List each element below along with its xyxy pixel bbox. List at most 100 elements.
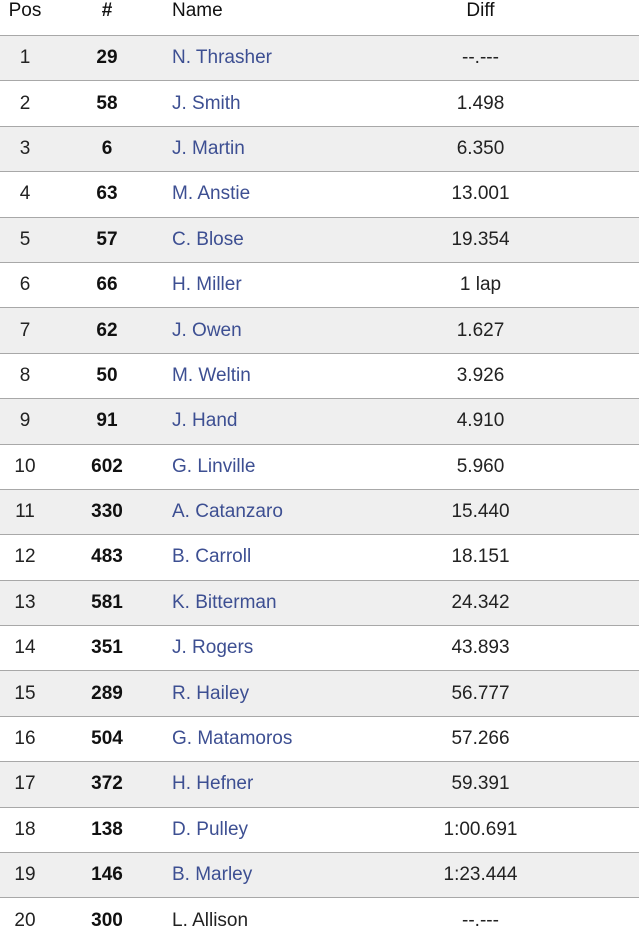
driver-link[interactable]: G. Linville [172, 455, 256, 477]
table-row: 13 581 K. Bitterman 24.342 [0, 579, 639, 626]
table-row: 7 62 J. Owen 1.627 [0, 307, 639, 354]
name-cell: N. Thrasher [164, 34, 432, 81]
driver-link[interactable]: H. Hefner [172, 773, 254, 795]
car-number-cell: 66 [50, 261, 164, 308]
car-number-cell: 138 [50, 806, 164, 853]
name-cell: J. Martin [164, 125, 432, 172]
table-row: 5 57 C. Blose 19.354 [0, 216, 639, 263]
position-cell: 7 [0, 307, 50, 354]
table-row: 9 91 J. Hand 4.910 [0, 398, 639, 445]
name-cell: D. Pulley [164, 806, 432, 853]
driver-link[interactable]: J. Hand [172, 410, 238, 432]
diff-cell: 13.001 [432, 171, 639, 218]
driver-link[interactable]: G. Matamoros [172, 728, 293, 750]
name-cell: M. Anstie [164, 171, 432, 218]
table-row: 17 372 H. Hefner 59.391 [0, 761, 639, 808]
diff-cell: 5.960 [432, 443, 639, 490]
car-number-cell: 62 [50, 307, 164, 354]
driver-link[interactable]: R. Hailey [172, 682, 250, 704]
car-number-cell: 50 [50, 352, 164, 399]
driver-link[interactable]: K. Bitterman [172, 591, 277, 613]
position-cell: 5 [0, 216, 50, 263]
driver-link[interactable]: J. Rogers [172, 637, 254, 659]
name-cell: A. Catanzaro [164, 488, 432, 535]
car-number-cell: 504 [50, 715, 164, 762]
car-number-cell: 63 [50, 171, 164, 218]
position-cell: 19 [0, 852, 50, 898]
header-diff[interactable]: Diff [466, 0, 495, 21]
driver-link[interactable]: M. Anstie [172, 183, 251, 205]
diff-cell: 19.354 [432, 216, 639, 263]
diff-cell: 1:23.444 [432, 852, 639, 898]
diff-cell: 59.391 [432, 761, 639, 808]
position-cell: 15 [0, 670, 50, 717]
position-cell: 8 [0, 352, 50, 399]
car-number-cell: 58 [50, 80, 164, 127]
header-pos[interactable]: Pos [8, 0, 42, 21]
diff-cell: 6.350 [432, 125, 639, 172]
position-cell: 13 [0, 579, 50, 626]
diff-cell: 1.498 [432, 80, 639, 127]
name-cell: J. Rogers [164, 625, 432, 671]
diff-cell: --.--- [432, 897, 639, 943]
driver-link[interactable]: C. Blose [172, 228, 244, 250]
position-cell: 9 [0, 398, 50, 445]
position-cell: 6 [0, 261, 50, 308]
header-number[interactable]: # [101, 0, 113, 21]
car-number-cell: 29 [50, 34, 164, 81]
diff-cell: 18.151 [432, 534, 639, 581]
header-row: Pos # Name Diff [0, 0, 639, 36]
driver-link[interactable]: B. Carroll [172, 546, 252, 568]
car-number-cell: 289 [50, 670, 164, 717]
position-cell: 11 [0, 488, 50, 535]
table-row: 3 6 J. Martin 6.350 [0, 125, 639, 172]
position-cell: 17 [0, 761, 50, 808]
diff-cell: 24.342 [432, 579, 639, 626]
table-row: 18 138 D. Pulley 1:00.691 [0, 806, 639, 853]
driver-link[interactable]: A. Catanzaro [172, 501, 283, 523]
name-cell: K. Bitterman [164, 579, 432, 626]
driver-link[interactable]: J. Owen [172, 319, 242, 341]
car-number-cell: 330 [50, 488, 164, 535]
table-row: 14 351 J. Rogers 43.893 [0, 625, 639, 671]
table-row: 10 602 G. Linville 5.960 [0, 443, 639, 490]
diff-cell: 15.440 [432, 488, 639, 535]
car-number-cell: 351 [50, 625, 164, 671]
diff-cell: 1:00.691 [432, 806, 639, 853]
driver-link[interactable]: H. Miller [172, 274, 242, 296]
driver-link[interactable]: D. Pulley [172, 818, 249, 840]
table-row: 8 50 M. Weltin 3.926 [0, 352, 639, 399]
table-row: 11 330 A. Catanzaro 15.440 [0, 488, 639, 535]
name-cell: G. Matamoros [164, 715, 432, 762]
driver-link[interactable]: J. Smith [172, 92, 241, 114]
diff-cell: 1.627 [432, 307, 639, 354]
diff-cell: --.--- [432, 34, 639, 81]
driver-link[interactable]: B. Marley [172, 864, 253, 886]
table-row: 12 483 B. Carroll 18.151 [0, 534, 639, 581]
car-number-cell: 91 [50, 398, 164, 445]
table-row: 6 66 H. Miller 1 lap [0, 261, 639, 308]
car-number-cell: 581 [50, 579, 164, 626]
driver-name: L. Allison [172, 909, 249, 931]
driver-link[interactable]: N. Thrasher [172, 47, 272, 69]
name-cell: L. Allison [164, 897, 432, 943]
position-cell: 1 [0, 34, 50, 81]
car-number-cell: 146 [50, 852, 164, 898]
table-row: 15 289 R. Hailey 56.777 [0, 670, 639, 717]
name-cell: C. Blose [164, 216, 432, 263]
position-cell: 12 [0, 534, 50, 581]
car-number-cell: 483 [50, 534, 164, 581]
name-cell: M. Weltin [164, 352, 432, 399]
diff-cell: 3.926 [432, 352, 639, 399]
driver-link[interactable]: M. Weltin [172, 364, 251, 386]
name-cell: B. Carroll [164, 534, 432, 581]
position-cell: 14 [0, 625, 50, 671]
position-cell: 20 [0, 897, 50, 943]
header-name[interactable]: Name [172, 0, 223, 21]
diff-cell: 4.910 [432, 398, 639, 445]
car-number-cell: 372 [50, 761, 164, 808]
table-row: 2 58 J. Smith 1.498 [0, 80, 639, 127]
position-cell: 3 [0, 125, 50, 172]
driver-link[interactable]: J. Martin [172, 137, 245, 159]
